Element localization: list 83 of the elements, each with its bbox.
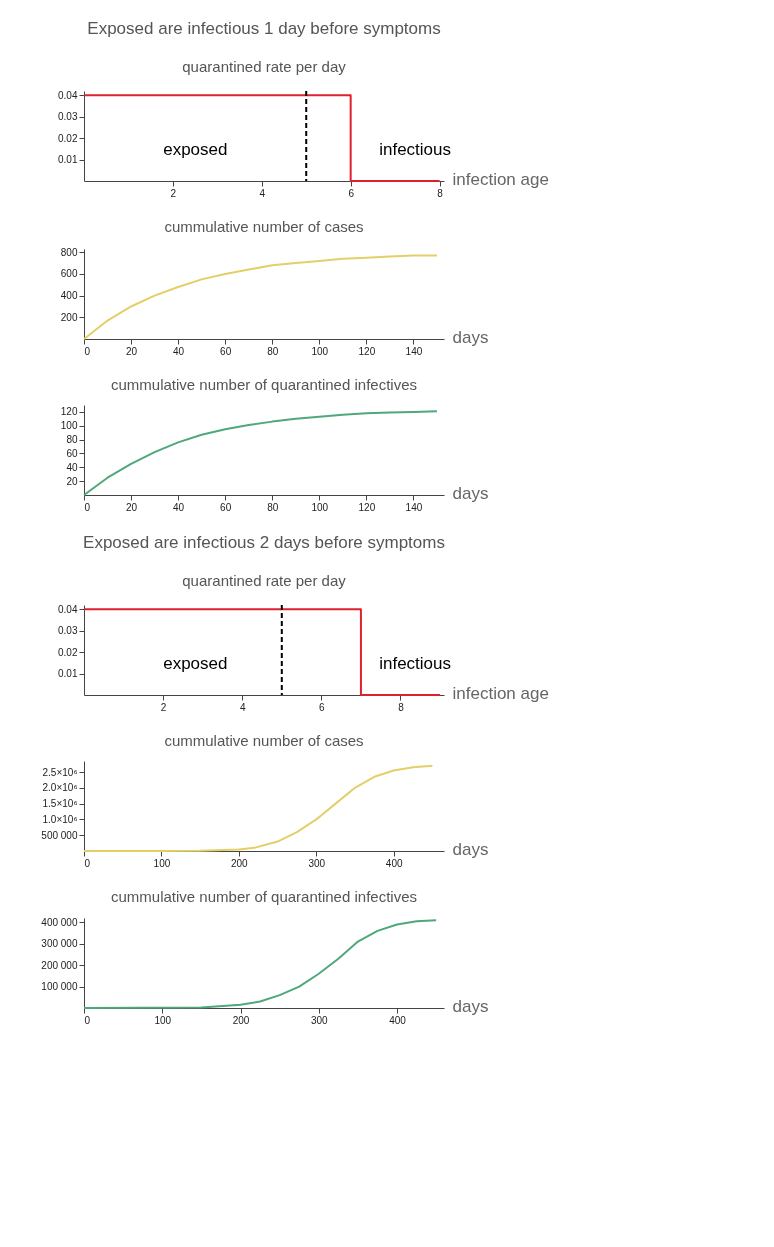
y-tick-label: 0.03 (58, 111, 78, 123)
annotation: infectious (379, 654, 452, 673)
y-tick-label: 400 (60, 290, 78, 302)
y-tick-label: 0.04 (58, 89, 78, 101)
x-tick-label: 40 (173, 501, 185, 513)
x-tick-label: 6 (319, 701, 326, 713)
x-tick-label: 0 (84, 345, 91, 357)
chart-title: cummulative number of cases (164, 732, 364, 749)
y-tick-label: 0.01 (58, 668, 78, 680)
line-series (83, 764, 434, 852)
y-tick-label: 1.0×10⁶ (42, 813, 78, 825)
y-tick-label: 300 000 (41, 938, 78, 950)
line-series (83, 410, 438, 496)
y-tick-label: 800 (60, 246, 78, 258)
x-tick-label: 100 (154, 1014, 172, 1026)
y-tick-label: 0.02 (58, 132, 78, 144)
y-tick-label: 500 000 (41, 829, 78, 841)
chart-title: cummulative number of cases (164, 218, 364, 236)
x-tick-label: 20 (126, 501, 138, 513)
x-tick-label: 120 (358, 501, 376, 513)
y-tick-label: 0.03 (58, 625, 78, 637)
x-tick-label: 40 (173, 345, 185, 357)
x-tick-label: 8 (398, 701, 405, 713)
y-tick-label: 120 (60, 406, 78, 418)
x-tick-label: 80 (267, 501, 279, 513)
x-tick-label: 400 (385, 857, 403, 869)
y-tick-label: 20 (66, 475, 78, 487)
x-tick-label: 8 (437, 187, 444, 199)
x-tick-label: 2 (170, 187, 177, 199)
y-tick-label: 0.02 (58, 646, 78, 658)
x-tick-label: 4 (259, 187, 266, 199)
x-axis-title: days (452, 996, 489, 1016)
x-axis-title: infection age (452, 169, 549, 189)
line-series (83, 254, 438, 340)
x-tick-label: 0 (84, 501, 91, 513)
y-tick-label: 100 (60, 420, 78, 432)
y-tick-label: 1.5×10⁶ (42, 798, 78, 810)
x-tick-label: 80 (267, 345, 279, 357)
x-tick-label: 140 (405, 345, 423, 357)
chart-title: Exposed are infectious 1 day before symptoms (87, 19, 441, 38)
x-tick-label: 0 (84, 1014, 91, 1026)
x-axis-title: days (452, 839, 489, 859)
x-axis-title: infection age (452, 683, 549, 703)
y-tick-label: 600 (60, 268, 78, 280)
y-tick-label: 80 (66, 434, 78, 446)
x-tick-label: 300 (310, 1014, 329, 1026)
x-tick-label: 100 (311, 501, 329, 513)
x-axis-title: days (452, 327, 489, 347)
chart-title: Exposed are infectious 2 days before symptoms (83, 533, 445, 552)
chart-title: cummulative number of quarantined infectives (111, 888, 417, 906)
x-tick-label: 200 (230, 857, 249, 869)
x-tick-label: 2 (160, 701, 167, 713)
x-tick-label: 60 (220, 501, 232, 513)
annotation: infectious (379, 140, 452, 159)
y-tick-label: 2.0×10⁶ (42, 782, 78, 794)
x-tick-label: 60 (220, 345, 232, 357)
y-tick-label: 0.01 (58, 154, 78, 166)
x-tick-label: 300 (308, 857, 326, 869)
x-tick-label: 140 (405, 501, 423, 513)
x-axis-title: days (452, 483, 489, 503)
x-tick-label: 4 (239, 701, 246, 713)
chart-title: cummulative number of quarantined infectives (111, 376, 417, 393)
x-tick-label: 100 (311, 345, 329, 357)
y-tick-label: 60 (66, 447, 78, 459)
y-tick-label: 200 (60, 311, 78, 323)
y-tick-label: 200 000 (41, 959, 78, 971)
x-tick-label: 120 (358, 345, 376, 357)
line-series (83, 919, 438, 1009)
annotation: exposed (163, 140, 228, 159)
annotation: exposed (163, 654, 228, 673)
x-tick-label: 20 (126, 345, 138, 357)
y-tick-label: 400 000 (41, 916, 78, 928)
chart-subtitle: quarantined rate per day (182, 572, 347, 589)
y-tick-label: 40 (66, 461, 78, 473)
x-tick-label: 6 (348, 187, 355, 199)
x-tick-label: 200 (232, 1014, 250, 1026)
y-tick-label: 2.5×10⁶ (42, 766, 78, 778)
x-tick-label: 100 (153, 857, 171, 869)
x-tick-label: 400 (389, 1014, 407, 1026)
chart-subtitle: quarantined rate per day (182, 58, 347, 75)
y-tick-label: 100 000 (41, 981, 78, 993)
x-tick-label: 0 (84, 857, 91, 869)
y-tick-label: 0.04 (58, 603, 78, 615)
